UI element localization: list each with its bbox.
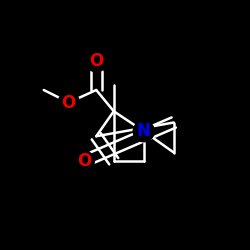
Text: O: O [62, 94, 76, 112]
Text: N: N [137, 122, 151, 140]
Circle shape [133, 121, 154, 142]
Circle shape [86, 51, 107, 72]
Text: O: O [89, 52, 104, 70]
Text: O: O [76, 152, 91, 170]
Circle shape [58, 92, 79, 113]
Circle shape [73, 151, 94, 172]
